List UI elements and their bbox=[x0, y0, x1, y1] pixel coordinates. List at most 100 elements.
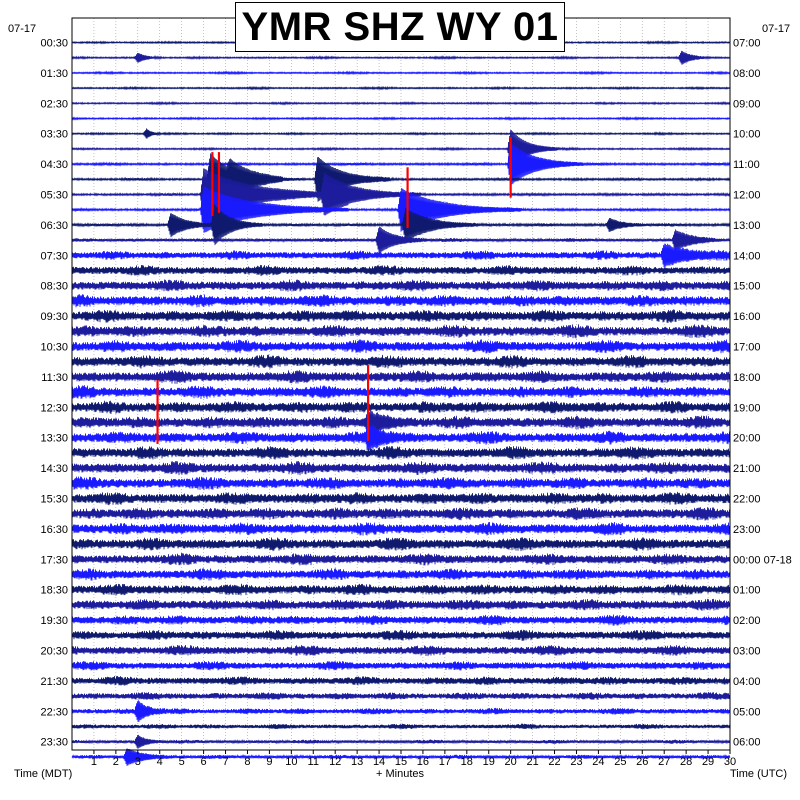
left-hour-label: 18:30 bbox=[40, 585, 68, 597]
trace-row bbox=[71, 243, 731, 268]
trace-row bbox=[71, 130, 731, 168]
left-hour-label: 09:30 bbox=[40, 311, 68, 323]
right-hour-label: 01:00 bbox=[733, 585, 761, 597]
left-hour-label: 17:30 bbox=[40, 554, 68, 566]
minute-tick-label: 29 bbox=[702, 756, 714, 768]
right-hour-label: 17:00 bbox=[733, 342, 761, 354]
trace-row bbox=[71, 410, 731, 436]
trace-row bbox=[71, 100, 731, 106]
trace-row bbox=[71, 369, 731, 384]
trace-row bbox=[71, 400, 731, 415]
left-date-label: 07-17 bbox=[8, 23, 36, 35]
minute-tick-label: 18 bbox=[461, 756, 473, 768]
minute-tick-label: 20 bbox=[505, 756, 517, 768]
trace-row bbox=[71, 614, 731, 626]
minute-tick-label: 13 bbox=[351, 756, 363, 768]
axis-labels: 07-17 07-17 Time (MDT) Time (UTC) + Minu… bbox=[8, 23, 792, 780]
trace-row bbox=[71, 507, 731, 521]
left-hour-label: 15:30 bbox=[40, 494, 68, 506]
trace-row bbox=[71, 70, 731, 76]
minute-tick-label: 11 bbox=[308, 756, 319, 768]
left-hour-label: 22:30 bbox=[40, 706, 68, 718]
trace-row bbox=[71, 476, 731, 491]
trace-row bbox=[71, 521, 731, 536]
seismic-traces bbox=[71, 40, 731, 766]
left-hour-label: 14:30 bbox=[40, 463, 68, 475]
trace-row bbox=[71, 85, 731, 91]
left-hour-label: 11:30 bbox=[41, 372, 68, 384]
left-hour-label: 19:30 bbox=[40, 615, 68, 627]
trace-row bbox=[71, 445, 731, 460]
trace-row bbox=[71, 354, 731, 369]
minute-tick-label: 14 bbox=[373, 756, 385, 768]
trace-row bbox=[71, 700, 731, 722]
trace-row bbox=[71, 583, 731, 596]
left-hour-label: 20:30 bbox=[40, 646, 68, 658]
left-hour-label: 01:30 bbox=[40, 68, 68, 80]
left-hour-label: 00:30 bbox=[40, 38, 68, 50]
minute-tick-label: 4 bbox=[157, 756, 163, 768]
right-hour-label: 13:00 bbox=[733, 220, 761, 232]
minute-tick-label: 25 bbox=[614, 756, 626, 768]
trace-row bbox=[71, 568, 731, 581]
right-hour-label: 02:00 bbox=[733, 615, 761, 627]
left-hour-label: 07:30 bbox=[40, 250, 68, 262]
trace-row bbox=[71, 723, 731, 730]
trace-row bbox=[71, 748, 731, 766]
right-hour-label: 22:00 bbox=[733, 494, 761, 506]
trace-row bbox=[71, 629, 731, 641]
right-hour-label: 04:00 bbox=[733, 676, 761, 688]
right-hour-label: 05:00 bbox=[733, 706, 761, 718]
left-hour-label: 05:30 bbox=[40, 190, 68, 202]
minute-tick-label: 21 bbox=[526, 756, 538, 768]
left-hour-label: 06:30 bbox=[40, 220, 68, 232]
left-hour-label: 03:30 bbox=[40, 129, 68, 141]
x-axis-label: + Minutes bbox=[376, 768, 424, 780]
trace-row bbox=[71, 598, 731, 611]
trace-row bbox=[71, 226, 731, 255]
minute-tick-label: 24 bbox=[592, 756, 604, 768]
minute-tick-label: 10 bbox=[285, 756, 297, 768]
right-hour-label: 15:00 bbox=[733, 281, 761, 293]
trace-row bbox=[71, 143, 731, 186]
left-hour-label: 23:30 bbox=[40, 737, 68, 749]
minute-tick-label: 9 bbox=[266, 756, 272, 768]
trace-row bbox=[71, 339, 731, 354]
trace-row bbox=[71, 460, 731, 476]
minute-tick-label: 5 bbox=[179, 756, 185, 768]
clipped-event-marks bbox=[156, 136, 512, 444]
trace-row bbox=[71, 645, 731, 657]
right-hour-label: 19:00 bbox=[733, 402, 761, 414]
minute-tick-label: 28 bbox=[680, 756, 692, 768]
trace-row bbox=[71, 324, 731, 339]
right-hour-label: 11:00 bbox=[733, 159, 760, 171]
right-hour-label: 10:00 bbox=[733, 129, 761, 141]
trace-row bbox=[71, 309, 731, 324]
left-hour-label: 12:30 bbox=[40, 402, 68, 414]
trace-row bbox=[71, 116, 731, 121]
right-hour-label: 08:00 bbox=[733, 68, 761, 80]
right-hour-label: 16:00 bbox=[733, 311, 761, 323]
minute-tick-label: 12 bbox=[329, 756, 341, 768]
left-hour-label: 02:30 bbox=[40, 98, 68, 110]
right-hour-label: 03:00 bbox=[733, 646, 761, 658]
trace-row bbox=[71, 186, 731, 233]
right-hour-label: 09:00 bbox=[733, 98, 761, 110]
minute-tick-label: 27 bbox=[658, 756, 670, 768]
left-hour-label: 16:30 bbox=[40, 524, 68, 536]
chart-grid bbox=[72, 18, 730, 758]
left-hour-label: 10:30 bbox=[40, 342, 68, 354]
minute-tick-label: 23 bbox=[570, 756, 582, 768]
trace-row bbox=[71, 279, 731, 292]
trace-row bbox=[71, 153, 731, 205]
right-hour-label: 23:00 bbox=[733, 524, 761, 536]
minute-tick-label: 8 bbox=[244, 756, 250, 768]
trace-row bbox=[71, 128, 731, 139]
right-hour-label: 14:00 bbox=[733, 250, 761, 262]
minute-tick-label: 1 bbox=[91, 756, 97, 768]
trace-row bbox=[71, 675, 731, 686]
trace-row bbox=[71, 204, 731, 246]
right-hour-label: 21:00 bbox=[733, 463, 761, 475]
trace-row bbox=[71, 421, 731, 453]
